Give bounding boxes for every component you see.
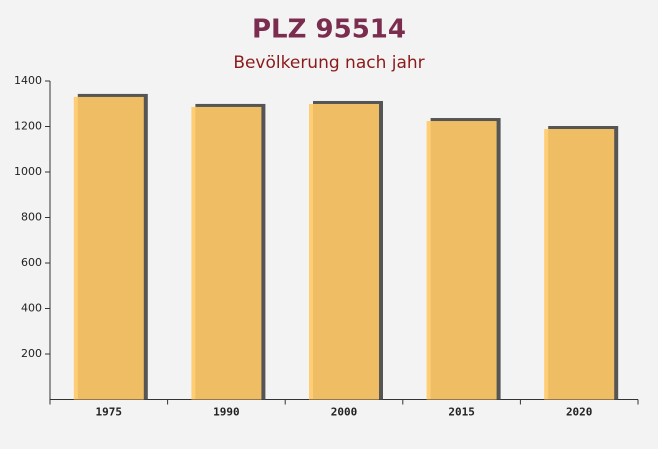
bar (73, 96, 144, 400)
x-tick-label: 2015 (448, 406, 475, 419)
chart-subtitle: Bevölkerung nach jahr (233, 53, 424, 73)
y-tick-label: 600 (21, 256, 42, 269)
y-tick-label: 1000 (14, 165, 42, 178)
y-tick-label: 1200 (14, 120, 42, 133)
chart-title: PLZ 95514 (252, 15, 406, 45)
x-tick-label: 1990 (213, 406, 240, 419)
y-tick-label: 800 (21, 211, 42, 224)
x-tick-label: 2000 (331, 406, 358, 419)
x-tick-label: 2020 (566, 406, 593, 419)
bar (309, 103, 379, 400)
y-tick-label: 200 (21, 347, 42, 360)
bar (191, 106, 262, 400)
y-tick-label: 1400 (14, 74, 42, 87)
bar (544, 129, 615, 400)
y-tick-label: 400 (21, 302, 42, 315)
x-tick-label: 1975 (96, 406, 123, 419)
bar (426, 121, 497, 400)
